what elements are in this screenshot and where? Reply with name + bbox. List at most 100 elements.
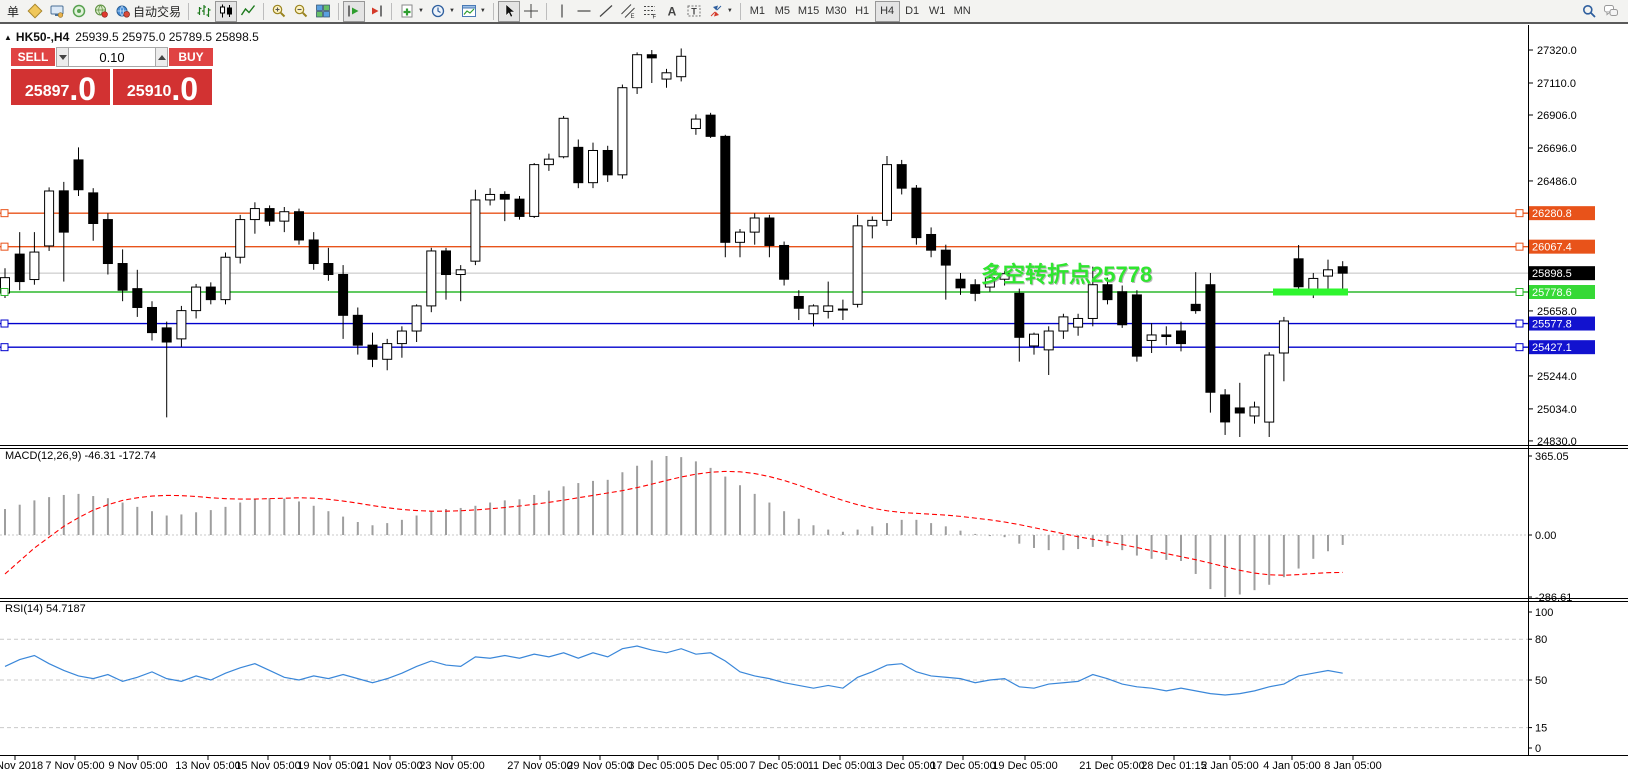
- toolbar-separator: [492, 2, 494, 20]
- toolbar-separator: [263, 2, 265, 20]
- auto-trading-button[interactable]: 自动交易: [112, 1, 184, 22]
- auto-scroll-button[interactable]: [343, 0, 366, 22]
- time-tick-label: 2 Jan 05:00: [1201, 760, 1259, 772]
- line-handle[interactable]: [0, 343, 9, 352]
- sell-button[interactable]: SELL: [10, 47, 56, 67]
- orders-label: 单: [6, 4, 19, 19]
- candle: [14, 232, 25, 291]
- price-line-badge: [1529, 206, 1595, 221]
- volume-increase-button[interactable]: [155, 47, 168, 67]
- vertical-line-button[interactable]: [551, 1, 573, 22]
- time-tick-label: 27 Nov 05:00: [507, 760, 572, 772]
- candle: [132, 269, 143, 317]
- trendline-button[interactable]: [595, 1, 617, 22]
- highlight-trend-segment[interactable]: [1273, 288, 1348, 296]
- navigator-button[interactable]: [68, 1, 90, 22]
- candle: [470, 189, 481, 266]
- candle: [837, 299, 848, 321]
- candle: [1073, 313, 1084, 336]
- new-order-button[interactable]: [24, 1, 46, 22]
- search-button[interactable]: [1578, 1, 1600, 22]
- cursor-button[interactable]: [497, 0, 520, 22]
- periods-button[interactable]: ▼: [427, 1, 458, 22]
- candlestick-chart-button[interactable]: [215, 0, 238, 22]
- line-handle[interactable]: [1515, 287, 1524, 296]
- candle: [1278, 316, 1289, 382]
- rsi-indicator-label: RSI(14) 54.7187: [5, 603, 86, 615]
- auto-trading-label: 自动交易: [133, 4, 182, 19]
- zoom-in-button[interactable]: [268, 1, 290, 22]
- rsi-scale-label: 0: [1535, 743, 1541, 755]
- chart-text-annotation[interactable]: 多空转折点25778: [981, 262, 1153, 287]
- fibonacci-button[interactable]: F: [639, 1, 661, 22]
- price-tick-label: 26486.0: [1537, 176, 1577, 188]
- buy-price-panel[interactable]: 25910.0: [112, 68, 213, 106]
- candle: [338, 265, 349, 339]
- volume-decrease-button[interactable]: [56, 47, 69, 67]
- line-handle[interactable]: [0, 287, 9, 296]
- line-chart-button[interactable]: [237, 1, 259, 22]
- candle: [455, 265, 466, 302]
- buy-button[interactable]: BUY: [168, 47, 214, 67]
- crosshair-button[interactable]: [520, 1, 542, 22]
- indicators-list-button[interactable]: ▼: [396, 1, 427, 22]
- horizontal-line-button[interactable]: [573, 1, 595, 22]
- timeframe-m30-button[interactable]: M30: [825, 5, 847, 17]
- candle: [1161, 326, 1172, 346]
- volume-input[interactable]: 0.10: [69, 47, 155, 67]
- templates-button[interactable]: ▼: [458, 1, 489, 22]
- vline-icon: [554, 3, 570, 19]
- terminal-button[interactable]: [90, 1, 112, 22]
- equidistant-channel-button[interactable]: E: [617, 1, 639, 22]
- chevron-down-icon: ▼: [418, 8, 424, 14]
- timeframe-d1-button[interactable]: D1: [905, 5, 920, 17]
- chat-button[interactable]: [1600, 1, 1622, 22]
- chevron-down-icon: ▼: [448, 8, 455, 14]
- timeframe-m1-button[interactable]: M1: [749, 5, 765, 17]
- candle: [1337, 261, 1348, 291]
- candle: [220, 252, 231, 305]
- zoom-out-button[interactable]: [290, 1, 312, 22]
- one-click-trading-panel: SELL 0.10 BUY 25897.0 25910.0: [10, 47, 214, 106]
- candle: [705, 112, 716, 138]
- candle: [1087, 266, 1098, 327]
- timeframe-h1-button[interactable]: H1: [855, 5, 870, 17]
- candle: [308, 232, 319, 270]
- bar-chart-button[interactable]: [193, 1, 215, 22]
- line-chart-icon: [240, 3, 256, 19]
- collapse-panel-icon[interactable]: ▲: [4, 33, 12, 42]
- orders-button[interactable]: 单: [2, 1, 24, 22]
- line-handle[interactable]: [0, 209, 9, 218]
- tile-windows-button[interactable]: [312, 1, 334, 22]
- line-handle[interactable]: [1515, 319, 1524, 328]
- text-button[interactable]: A: [661, 1, 683, 22]
- market-watch-button[interactable]: [46, 1, 68, 22]
- candle: [73, 147, 84, 197]
- arrows-button[interactable]: ▼: [705, 1, 736, 22]
- timeframe-m15-button[interactable]: M15: [797, 5, 820, 17]
- toolbar-separator: [391, 2, 393, 20]
- text-label-button[interactable]: T: [683, 1, 705, 22]
- line-handle[interactable]: [0, 242, 9, 251]
- line-handle[interactable]: [1515, 242, 1524, 251]
- line-handle[interactable]: [1515, 343, 1524, 352]
- candle: [485, 188, 496, 206]
- toolbar: 单 自动交易 ▼ ▼ ▼ E F A T ▼ M1 M5 M15 M30 H1 H4 D1 W1 MN: [0, 0, 1628, 24]
- timeframe-h4-button[interactable]: H4: [874, 0, 900, 22]
- sell-price-panel[interactable]: 25897.0: [10, 68, 111, 106]
- line-handle[interactable]: [1515, 209, 1524, 218]
- price-axis[interactable]: 27320.0 27110.0 26906.0 26696.0 26486.0 25658…: [1528, 45, 1595, 755]
- candle: [735, 228, 745, 258]
- timeframe-w1-button[interactable]: W1: [928, 5, 946, 17]
- panel-borders: [0, 25, 1628, 756]
- line-handle[interactable]: [0, 319, 9, 328]
- chart-shift-button[interactable]: [365, 1, 387, 22]
- candle: [543, 153, 554, 171]
- candle: [1293, 244, 1304, 294]
- timeframe-m5-button[interactable]: M5: [774, 5, 790, 17]
- candle: [235, 214, 246, 264]
- timeframe-mn-button[interactable]: MN: [953, 5, 971, 17]
